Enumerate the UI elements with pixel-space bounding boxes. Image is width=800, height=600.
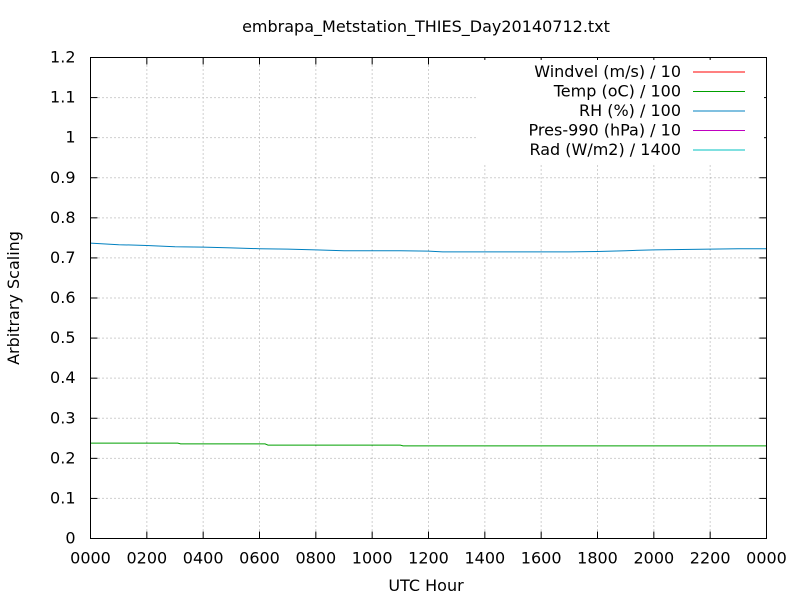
x-tick-labels: 0000 0200 0400 0600 0800 1000 1200 1400 1600 1800… <box>70 549 787 568</box>
x-tick-label: 0600 <box>239 549 280 568</box>
x-tick-label: 1200 <box>408 549 449 568</box>
x-tick-label: 0400 <box>183 549 224 568</box>
x-tick-label: 0200 <box>126 549 167 568</box>
x-tick-label: 1600 <box>521 549 562 568</box>
x-tick-label: 0800 <box>295 549 336 568</box>
y-tick-label: 1.2 <box>50 48 75 67</box>
legend-background <box>476 60 764 164</box>
legend-label: RH (%) / 100 <box>579 101 681 120</box>
x-tick-label: 1800 <box>577 549 618 568</box>
series-line-3 <box>90 242 767 253</box>
y-tick-label: 0 <box>65 529 75 548</box>
x-tick-label: 1000 <box>352 549 393 568</box>
x-tick-label: 0000 <box>746 549 787 568</box>
x-tick-label: 1400 <box>464 549 505 568</box>
y-tick-label: 1.1 <box>50 88 75 107</box>
y-tick-label: 0.7 <box>50 248 75 267</box>
y-tick-label: 0.5 <box>50 328 75 347</box>
series-line-2 <box>90 442 767 447</box>
plot-frame <box>90 57 767 539</box>
legend-label: Pres-990 (hPa) / 10 <box>529 121 681 140</box>
y-tick-label: 0.8 <box>50 208 75 227</box>
x-tick-label: 0000 <box>70 549 111 568</box>
legend-label: Windvel (m/s) / 10 <box>534 62 681 81</box>
y-tick-label: 0.6 <box>50 288 75 307</box>
y-tick-label: 1 <box>65 128 75 147</box>
y-tick-label: 0.2 <box>50 448 75 467</box>
y-axis-title: Arbitrary Scaling <box>4 231 23 365</box>
x-axis-title: UTC Hour <box>388 576 464 595</box>
chart-title: embrapa_Metstation_THIES_Day20140712.txt <box>242 17 610 37</box>
legend-label: Rad (W/m2) / 1400 <box>529 140 681 159</box>
x-tick-label: 2000 <box>633 549 674 568</box>
y-tick-labels: 0 0.1 0.2 0.3 0.4 0.5 0.6 0.7 0.8 0.9 1 1.1 1.2 <box>50 48 75 548</box>
series-lines <box>90 242 767 447</box>
y-tick-label: 0.1 <box>50 488 75 507</box>
y-tick-label: 0.4 <box>50 368 75 387</box>
x-tick-label: 2200 <box>690 549 731 568</box>
y-tick-label: 0.9 <box>50 168 75 187</box>
y-tick-label: 0.3 <box>50 408 75 427</box>
legend-label: Temp (oC) / 100 <box>553 82 681 101</box>
